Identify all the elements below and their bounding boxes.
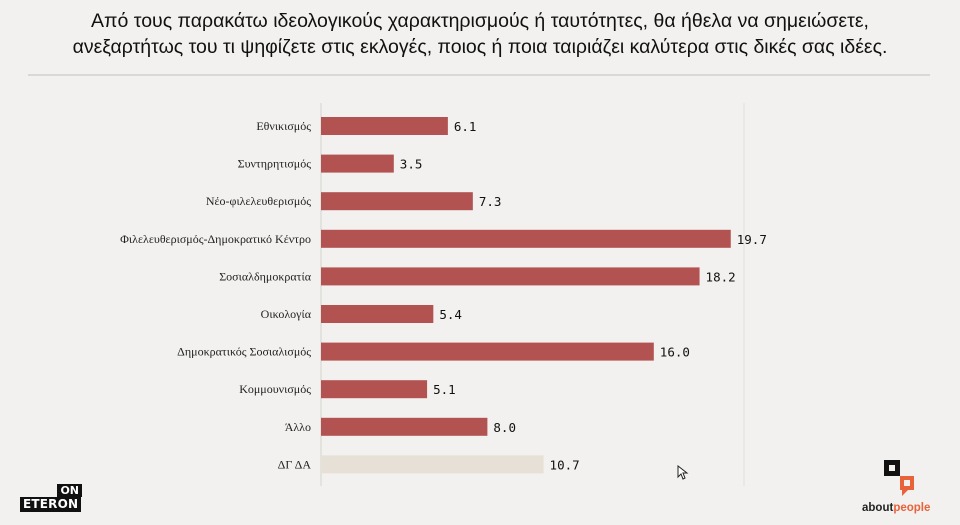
- data-label: 19.7: [737, 232, 767, 247]
- aboutpeople-mark-icon: [884, 460, 914, 496]
- data-label: 8.0: [493, 420, 516, 435]
- category-label: Νέο-φιλελευθερισμός: [206, 194, 311, 208]
- logo-on-text: ON: [57, 484, 82, 497]
- bar: [321, 305, 434, 323]
- data-label: 7.3: [479, 194, 502, 209]
- bar: [321, 380, 428, 399]
- category-label: Συντηρητισμός: [238, 157, 312, 171]
- category-label: Εθνικισμός: [256, 119, 311, 133]
- bar: [321, 117, 448, 135]
- chart-title-line-1: Από τους παρακάτω ιδεολογικούς χαρακτηρι…: [91, 10, 869, 32]
- category-label: Σοσιαλδημοκρατία: [219, 269, 312, 283]
- chart-title-line-2: ανεξαρτήτως του τι ψηφίζετε στις εκλογές…: [72, 36, 888, 58]
- data-label: 16.0: [660, 345, 690, 360]
- data-label: 10.7: [550, 457, 580, 472]
- data-label: 6.1: [454, 119, 477, 134]
- mouse-cursor-icon: [677, 465, 689, 480]
- category-label: Κομμουνισμός: [239, 382, 311, 396]
- bar: [321, 455, 544, 474]
- category-label: Άλλο: [285, 420, 311, 434]
- category-label: Φιλελευθερισμός-Δημοκρατικό Κέντρο: [120, 232, 311, 246]
- title-divider: [28, 74, 930, 76]
- data-label: 18.2: [706, 269, 736, 284]
- bar: [321, 154, 394, 173]
- category-label: Οικολογία: [261, 307, 312, 321]
- chart-title: Από τους παρακάτω ιδεολογικούς χαρακτηρι…: [20, 8, 940, 60]
- data-label: 3.5: [400, 157, 423, 172]
- bar: [321, 192, 473, 211]
- data-label: 5.1: [433, 382, 456, 397]
- bar: [321, 417, 488, 436]
- on-eteron-logo: ON ETERON: [20, 484, 82, 514]
- bar: [321, 342, 654, 361]
- logo-eteron-text: ETERON: [20, 497, 82, 512]
- aboutpeople-logo: aboutpeople: [862, 458, 942, 518]
- category-label: ΔΓ ΔΑ: [278, 457, 312, 471]
- wordmark-people: people: [893, 502, 931, 514]
- data-label: 5.4: [439, 307, 462, 322]
- bar: [321, 267, 700, 286]
- aboutpeople-wordmark: aboutpeople: [862, 502, 930, 514]
- wordmark-about: about: [862, 502, 894, 514]
- category-label: Δημοκρατικός Σοσιαλισμός: [177, 345, 311, 359]
- bar: [321, 229, 731, 248]
